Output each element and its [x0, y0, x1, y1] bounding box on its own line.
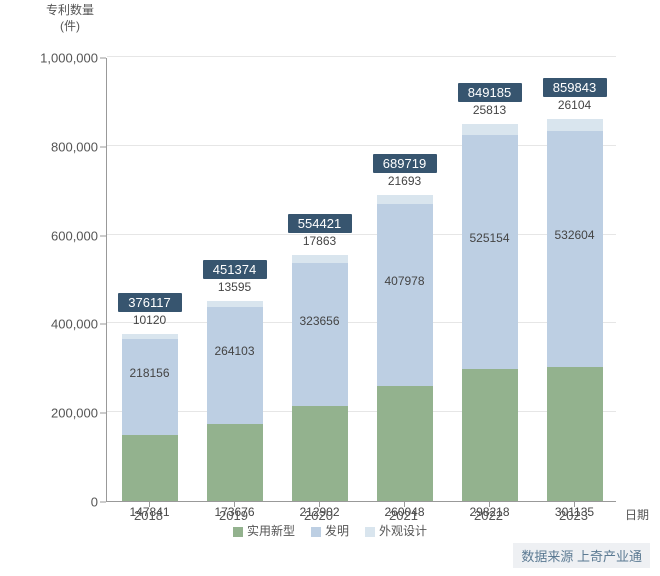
bar-segment-utility	[547, 367, 603, 501]
ytick-label: 800,000	[18, 139, 98, 154]
bar-segment-utility	[292, 406, 348, 501]
bar-group: 26004840797821693689719	[377, 195, 433, 501]
bar-segment-invention	[547, 131, 603, 367]
legend-label: 发明	[325, 524, 349, 538]
xtick-label: 2021	[374, 508, 434, 523]
legend-item: 发明	[311, 522, 349, 539]
ytick-label: 200,000	[18, 406, 98, 421]
data-source: 数据来源 上奇产业通	[513, 543, 650, 568]
legend-label: 外观设计	[379, 524, 427, 538]
ytick-label: 400,000	[18, 317, 98, 332]
bar-segment-design	[377, 195, 433, 205]
patent-chart: 专利数量 (件) 0 200,000 400,000 600,000 800,000 1,…	[0, 0, 660, 576]
legend-swatch	[233, 527, 243, 537]
xtick-label: 2023	[544, 508, 604, 523]
x-axis-title: 日期	[625, 506, 649, 523]
bar-segment-utility	[377, 386, 433, 501]
y-axis-title: 专利数量 (件)	[46, 3, 94, 34]
bar-segment-invention	[292, 263, 348, 407]
bar-segment-invention	[207, 307, 263, 424]
legend-item: 外观设计	[365, 522, 427, 539]
legend-swatch	[365, 527, 375, 537]
bar-segment-utility	[122, 435, 178, 501]
bar-segment-design	[462, 124, 518, 135]
y-axis-title-line2: (件)	[60, 19, 80, 33]
legend-swatch	[311, 527, 321, 537]
segment-value-label: 25813	[462, 103, 518, 117]
bar-segment-design	[207, 301, 263, 307]
xtick-label: 2019	[204, 508, 264, 523]
bar-segment-design	[292, 255, 348, 263]
legend: 实用新型 发明 外观设计	[0, 522, 660, 540]
plot-area: 14784121815610120376117 17367626410313595…	[106, 58, 616, 502]
bar-segment-invention	[462, 135, 518, 368]
bar-group: 14784121815610120376117	[122, 334, 178, 501]
y-axis-title-line1: 专利数量	[46, 3, 94, 17]
segment-value-label: 26104	[547, 98, 603, 112]
bar-group: 29821852515425813849185	[462, 124, 518, 501]
bar-group: 17367626410313595451374	[207, 301, 263, 501]
ytick-label: 600,000	[18, 228, 98, 243]
segment-value-label: 10120	[122, 313, 178, 327]
ytick-label: 0	[18, 495, 98, 510]
bar-segment-utility	[207, 424, 263, 501]
legend-label: 实用新型	[247, 524, 295, 538]
bar-segment-invention	[122, 339, 178, 436]
total-badge: 376117	[118, 293, 182, 312]
total-badge: 451374	[203, 260, 267, 279]
segment-value-label: 21693	[377, 174, 433, 188]
bars-layer: 14784121815610120376117 17367626410313595…	[107, 58, 616, 501]
bar-group: 30113553260426104859843	[547, 119, 603, 501]
segment-value-label: 17863	[292, 234, 348, 248]
bar-segment-design	[122, 334, 178, 338]
xtick-label: 2022	[459, 508, 519, 523]
bar-segment-design	[547, 119, 603, 131]
bar-segment-invention	[377, 204, 433, 385]
bar-group: 21290232365617863554421	[292, 255, 348, 501]
total-badge: 689719	[373, 154, 437, 173]
xtick-label: 2020	[289, 508, 349, 523]
legend-item: 实用新型	[233, 522, 295, 539]
xtick-label: 2018	[119, 508, 179, 523]
bar-segment-utility	[462, 369, 518, 501]
total-badge: 849185	[458, 83, 522, 102]
segment-value-label: 13595	[207, 280, 263, 294]
total-badge: 554421	[288, 214, 352, 233]
total-badge: 859843	[543, 78, 607, 97]
ytick-label: 1,000,000	[18, 51, 98, 66]
